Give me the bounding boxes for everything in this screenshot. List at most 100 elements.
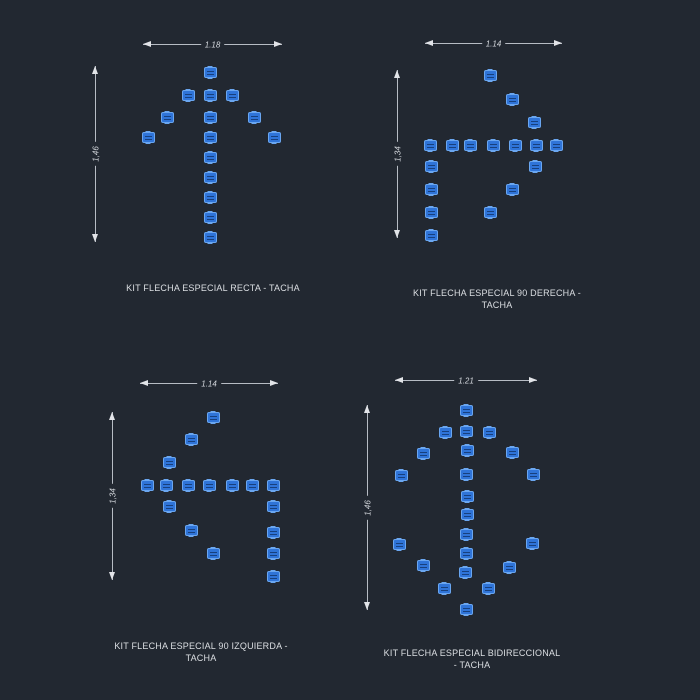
tacha-stud-slot bbox=[485, 430, 493, 432]
tacha-stud-slot bbox=[484, 589, 492, 591]
kit-title-line2: TACHA bbox=[185, 653, 217, 663]
tacha-stud-tick bbox=[251, 121, 257, 124]
tacha-stud bbox=[529, 138, 543, 152]
tacha-stud-tick bbox=[396, 537, 402, 540]
tacha-stud-tick bbox=[463, 538, 469, 541]
tacha-stud-slot bbox=[505, 568, 513, 570]
tacha-stud bbox=[508, 138, 522, 152]
tacha-stud bbox=[267, 130, 281, 144]
dimension-value: 1,46 bbox=[363, 495, 372, 520]
tacha-stud-slot bbox=[250, 118, 258, 120]
tacha-stud bbox=[203, 88, 217, 102]
tacha-stud-tick bbox=[185, 489, 191, 492]
tacha-stud-slot bbox=[463, 494, 471, 496]
tacha-stud-slot bbox=[206, 195, 214, 197]
dim-arrow-down-icon bbox=[364, 602, 370, 610]
tacha-stud-slot bbox=[206, 218, 214, 220]
tacha-stud bbox=[424, 205, 438, 219]
tacha-stud-tick bbox=[166, 499, 172, 502]
tacha-stud-tick bbox=[270, 489, 276, 492]
tacha-stud-slot bbox=[426, 146, 434, 148]
tacha-stud-slot bbox=[144, 135, 152, 137]
dimension-horizontal: 1.18 bbox=[143, 40, 282, 49]
tacha-stud-tick bbox=[249, 478, 255, 481]
dimension-value: 1.14 bbox=[481, 39, 506, 48]
tacha-stud-slot bbox=[486, 210, 494, 212]
tacha-stud bbox=[528, 159, 542, 173]
tacha-stud-tick bbox=[487, 79, 493, 82]
tacha-stud-tick bbox=[467, 149, 473, 152]
dim-arrow-left-icon bbox=[425, 40, 433, 46]
tacha-stud-slot bbox=[206, 155, 214, 157]
tacha-stud-slot bbox=[508, 100, 516, 102]
tacha-stud-tick bbox=[487, 68, 493, 71]
tacha-stud-slot bbox=[206, 96, 214, 98]
tacha-stud-slot bbox=[462, 535, 470, 537]
tacha-stud-slot bbox=[489, 143, 497, 145]
tacha-stud-tick bbox=[428, 239, 434, 242]
tacha-stud bbox=[160, 110, 174, 124]
tacha-stud-slot bbox=[427, 190, 435, 192]
tacha-stud-tick bbox=[207, 76, 213, 79]
tacha-stud bbox=[463, 138, 477, 152]
tacha-stud bbox=[483, 205, 497, 219]
tacha-stud-tick bbox=[428, 170, 434, 173]
tacha-stud-slot bbox=[532, 143, 540, 145]
tacha-stud-tick bbox=[441, 581, 447, 584]
tacha-stud-tick bbox=[145, 141, 151, 144]
tacha-stud-slot bbox=[269, 483, 277, 485]
tacha-stud bbox=[486, 138, 500, 152]
dim-arrow-up-icon bbox=[364, 405, 370, 413]
tacha-stud-slot bbox=[530, 120, 538, 122]
tacha-stud-slot bbox=[269, 507, 277, 509]
tacha-stud-tick bbox=[207, 99, 213, 102]
kit-title-line1: KIT FLECHA ESPECIAL RECTA - TACHA bbox=[126, 283, 300, 293]
tacha-stud-tick bbox=[229, 88, 235, 91]
tacha-stud-slot bbox=[397, 473, 405, 475]
tacha-stud-slot bbox=[427, 187, 435, 189]
tacha-stud-slot bbox=[269, 533, 277, 535]
tacha-stud bbox=[525, 536, 539, 550]
tacha-stud-tick bbox=[512, 149, 518, 152]
tacha-stud-tick bbox=[428, 193, 434, 196]
kit-title-line1: KIT FLECHA ESPECIAL 90 DERECHA - bbox=[413, 288, 581, 298]
tacha-stud-slot bbox=[530, 123, 538, 125]
tacha-stud bbox=[225, 88, 239, 102]
tacha-stud-tick bbox=[188, 523, 194, 526]
tacha-stud-tick bbox=[427, 138, 433, 141]
tacha-stud-tick bbox=[207, 190, 213, 193]
dim-arrow-left-icon bbox=[140, 380, 148, 386]
tacha-stud bbox=[225, 478, 239, 492]
tacha-stud-tick bbox=[463, 527, 469, 530]
tacha-stud bbox=[266, 478, 280, 492]
tacha-stud-tick bbox=[509, 182, 515, 185]
dimension-horizontal: 1.14 bbox=[140, 379, 278, 388]
tacha-stud-tick bbox=[207, 210, 213, 213]
tacha-stud-tick bbox=[463, 613, 469, 616]
kit-title: KIT FLECHA ESPECIAL BIDIRECCIONAL - TACH… bbox=[384, 647, 561, 671]
tacha-stud-slot bbox=[462, 551, 470, 553]
tacha-stud-slot bbox=[419, 566, 427, 568]
tacha-stud-tick bbox=[467, 138, 473, 141]
tacha-stud-tick bbox=[509, 92, 515, 95]
tacha-stud-tick bbox=[463, 467, 469, 470]
tacha-stud bbox=[423, 138, 437, 152]
tacha-stud bbox=[184, 523, 198, 537]
tacha-stud-slot bbox=[184, 486, 192, 488]
tacha-stud-tick bbox=[509, 103, 515, 106]
tacha-stud bbox=[459, 602, 473, 616]
tacha-stud-slot bbox=[143, 483, 151, 485]
dim-arrow-down-icon bbox=[394, 230, 400, 238]
tacha-stud-tick bbox=[506, 560, 512, 563]
tacha-stud-slot bbox=[187, 528, 195, 530]
tacha-stud bbox=[437, 581, 451, 595]
dim-arrow-down-icon bbox=[109, 572, 115, 580]
tacha-stud-slot bbox=[462, 429, 470, 431]
tacha-stud bbox=[459, 467, 473, 481]
tacha-stud-tick bbox=[270, 478, 276, 481]
tacha-stud-tick bbox=[210, 546, 216, 549]
tacha-stud-slot bbox=[165, 460, 173, 462]
tacha-stud-tick bbox=[396, 548, 402, 551]
